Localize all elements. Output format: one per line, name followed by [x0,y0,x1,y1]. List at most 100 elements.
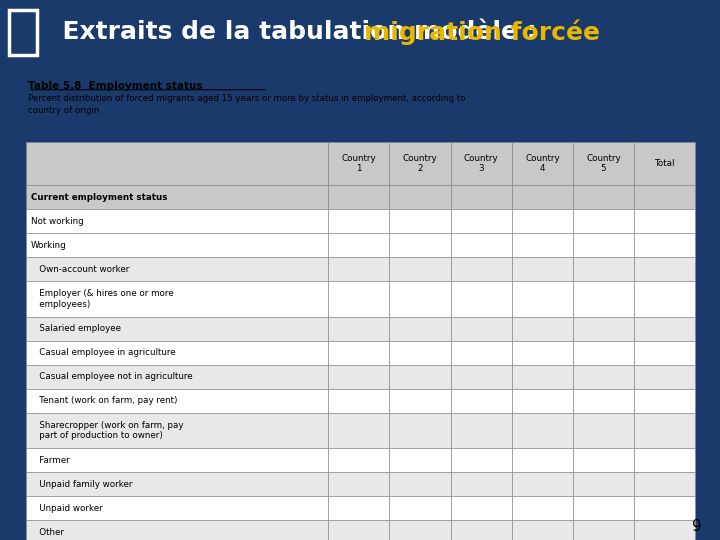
Bar [634,472,696,496]
Bar [634,142,696,185]
Bar [390,448,451,472]
Bar [328,341,390,364]
Bar [328,185,390,209]
Bar [512,281,573,316]
Bar [328,472,390,496]
Bar [451,281,512,316]
Bar [573,448,634,472]
Bar [573,341,634,364]
Bar [328,448,390,472]
Bar [26,389,328,413]
Text: Country
3: Country 3 [464,154,498,173]
Bar [573,413,634,448]
Bar [512,496,573,520]
Bar [512,257,573,281]
Bar [573,257,634,281]
Text: Not working: Not working [31,217,84,226]
Bar [451,316,512,341]
Bar [26,413,328,448]
Bar [328,142,390,185]
Bar [328,257,390,281]
Bar [573,233,634,257]
Bar [390,316,451,341]
Bar [451,233,512,257]
Bar [328,316,390,341]
Text: Own-account worker: Own-account worker [31,265,130,274]
Bar [390,413,451,448]
Text: Table 5.8  Employment status: Table 5.8 Employment status [28,80,202,91]
Bar [390,281,451,316]
Text: Total: Total [654,159,675,168]
Bar [451,142,512,185]
Text: Employer (& hires one or more
   employees): Employer (& hires one or more employees) [31,289,174,308]
Bar [451,448,512,472]
Bar [451,341,512,364]
Bar [390,185,451,209]
Bar [328,364,390,389]
Bar [573,520,634,540]
Bar [634,316,696,341]
Bar [512,448,573,472]
Bar [26,316,328,341]
Bar [573,209,634,233]
Text: Unpaid worker: Unpaid worker [31,504,103,512]
Bar [451,364,512,389]
Bar [26,472,328,496]
Text: Unpaid family worker: Unpaid family worker [31,480,132,489]
Bar [634,281,696,316]
Bar [634,496,696,520]
Bar [390,142,451,185]
Text: Casual employee in agriculture: Casual employee in agriculture [31,348,176,357]
Bar [451,209,512,233]
Bar [634,413,696,448]
Bar [390,389,451,413]
Bar [634,364,696,389]
Bar [26,185,328,209]
Bar [328,520,390,540]
Text: Working: Working [31,241,67,249]
Bar [512,413,573,448]
Bar [512,341,573,364]
Text: Current employment status: Current employment status [31,193,168,201]
Bar [328,496,390,520]
Bar [451,257,512,281]
Bar [451,472,512,496]
Bar [26,496,328,520]
Bar [451,185,512,209]
Bar [512,389,573,413]
Text: Other: Other [31,528,64,537]
Bar [451,520,512,540]
Text: Country
1: Country 1 [341,154,377,173]
Text: Casual employee not in agriculture: Casual employee not in agriculture [31,372,192,381]
Bar [390,520,451,540]
Bar [634,233,696,257]
Bar [512,233,573,257]
Bar [26,142,328,185]
Bar [26,341,328,364]
Bar [634,389,696,413]
Bar [512,364,573,389]
Bar [26,520,328,540]
Bar [390,257,451,281]
Bar [512,316,573,341]
Bar [26,209,328,233]
Bar [573,185,634,209]
Bar [634,448,696,472]
Bar [573,389,634,413]
Bar [512,472,573,496]
Bar [512,185,573,209]
Bar [512,209,573,233]
Text: migration forcée: migration forcée [364,19,600,45]
Bar [328,389,390,413]
Bar [390,209,451,233]
Bar [451,413,512,448]
Bar [328,209,390,233]
Bar [634,257,696,281]
Bar [26,364,328,389]
Bar [451,496,512,520]
Text: Sharecropper (work on farm, pay
   part of production to owner): Sharecropper (work on farm, pay part of … [31,421,184,440]
Text: Percent distribution of forced migrants aged 15 years or more by status in emplo: Percent distribution of forced migrants … [28,94,466,115]
Bar [573,472,634,496]
Bar [573,142,634,185]
Text: Country
4: Country 4 [525,154,559,173]
